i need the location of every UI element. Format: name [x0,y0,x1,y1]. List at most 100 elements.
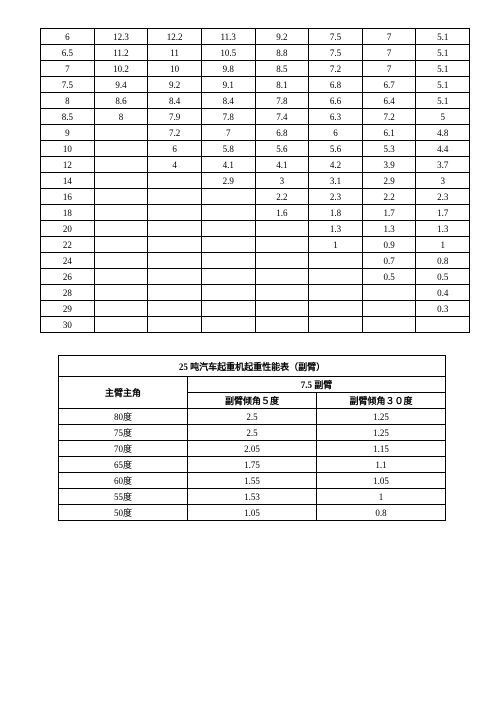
table1-rowlabel: 8 [41,93,95,109]
table1-cell [201,285,255,301]
table1-cell: 6.3 [309,109,363,125]
table1-cell: 7.9 [148,109,202,125]
table2-rowlabel: 60度 [59,473,188,489]
table1-cell: 2.3 [309,189,363,205]
table2-cell: 1.25 [317,409,446,425]
table1-cell: 0.5 [362,269,416,285]
table2-cell: 2.5 [188,409,317,425]
table1-cell [94,157,148,173]
table1-cell [148,205,202,221]
table1-cell: 4 [148,157,202,173]
table2-cell: 2.5 [188,425,317,441]
table1-cell [201,189,255,205]
table1-cell [255,317,309,333]
performance-table-main: 612.312.211.39.27.575.16.511.21110.58.87… [40,28,470,333]
table1-cell: 5.1 [416,61,470,77]
table1-rowlabel: 18 [41,205,95,221]
table1-cell: 11.3 [201,29,255,45]
table1-cell: 1.3 [309,221,363,237]
table1-rowlabel: 24 [41,253,95,269]
table1-cell: 7.2 [148,125,202,141]
table1-rowlabel: 28 [41,285,95,301]
table1-cell: 0.4 [416,285,470,301]
table2-rowlabel: 80度 [59,409,188,425]
table1-cell [309,253,363,269]
table1-rowlabel: 12 [41,157,95,173]
table1-rowlabel: 29 [41,301,95,317]
table1-cell [362,317,416,333]
table1-cell: 12.2 [148,29,202,45]
table2-cell: 1.53 [188,489,317,505]
table1-rowlabel: 9 [41,125,95,141]
table1-cell: 1 [309,237,363,253]
table1-cell: 4.8 [416,125,470,141]
table1-cell: 2.9 [201,173,255,189]
table1-cell [148,285,202,301]
table1-cell: 7.2 [309,61,363,77]
table1-cell: 7.5 [309,29,363,45]
table1-cell: 5.8 [201,141,255,157]
table2-rowlabel: 75度 [59,425,188,441]
table1-cell: 1.7 [362,205,416,221]
table1-cell [148,301,202,317]
table1-cell: 8 [94,109,148,125]
table2-subheader-0: 副臂倾角５度 [188,393,317,409]
table2-rowlabel: 50度 [59,505,188,521]
table1-rowlabel: 7 [41,61,95,77]
table1-cell: 5.1 [416,77,470,93]
table1-cell [416,317,470,333]
table1-cell [148,237,202,253]
table1-cell: 7.8 [255,93,309,109]
table1-cell [309,301,363,317]
table1-rowlabel: 26 [41,269,95,285]
table1-cell [94,253,148,269]
table1-cell: 3.7 [416,157,470,173]
table1-cell: 3.1 [309,173,363,189]
table1-rowlabel: 14 [41,173,95,189]
table1-cell [94,189,148,205]
table1-cell [94,141,148,157]
table1-cell: 2.9 [362,173,416,189]
table1-cell: 5.1 [416,45,470,61]
table1-cell: 1.3 [416,221,470,237]
table1-cell: 3 [416,173,470,189]
table1-cell [94,173,148,189]
table1-cell: 10 [148,61,202,77]
table2-subheader-1: 副臂倾角３０度 [317,393,446,409]
table1-cell [201,237,255,253]
table1-rowlabel: 10 [41,141,95,157]
table1-cell [148,269,202,285]
table1-cell: 6 [148,141,202,157]
table1-cell: 5.6 [309,141,363,157]
table1-cell [94,317,148,333]
table1-cell [148,173,202,189]
table1-cell [148,221,202,237]
table2-super-header: 7.5 副臂 [188,377,446,393]
table1-cell: 2.2 [362,189,416,205]
table1-cell [201,253,255,269]
table1-cell: 8.1 [255,77,309,93]
table1-cell [309,317,363,333]
table1-cell: 6.7 [362,77,416,93]
table2-cell: 1.55 [188,473,317,489]
table2-rowlabel: 70度 [59,441,188,457]
table1-rowlabel: 6 [41,29,95,45]
table1-cell: 9.4 [94,77,148,93]
table1-cell: 4.4 [416,141,470,157]
table1-cell: 8.6 [94,93,148,109]
table1-cell: 7 [362,45,416,61]
table1-cell: 9.2 [148,77,202,93]
table1-cell [201,317,255,333]
table1-cell [94,301,148,317]
table1-cell [362,285,416,301]
table2-cell: 1.05 [317,473,446,489]
table1-cell: 1.7 [416,205,470,221]
table1-cell: 12.3 [94,29,148,45]
table1-cell: 10.2 [94,61,148,77]
table1-rowlabel: 7.5 [41,77,95,93]
table1-cell: 11.2 [94,45,148,61]
table1-cell: 4.1 [201,157,255,173]
table1-cell: 5.3 [362,141,416,157]
table2-corner: 主臂主角 [59,377,188,409]
table2-cell: 0.8 [317,505,446,521]
